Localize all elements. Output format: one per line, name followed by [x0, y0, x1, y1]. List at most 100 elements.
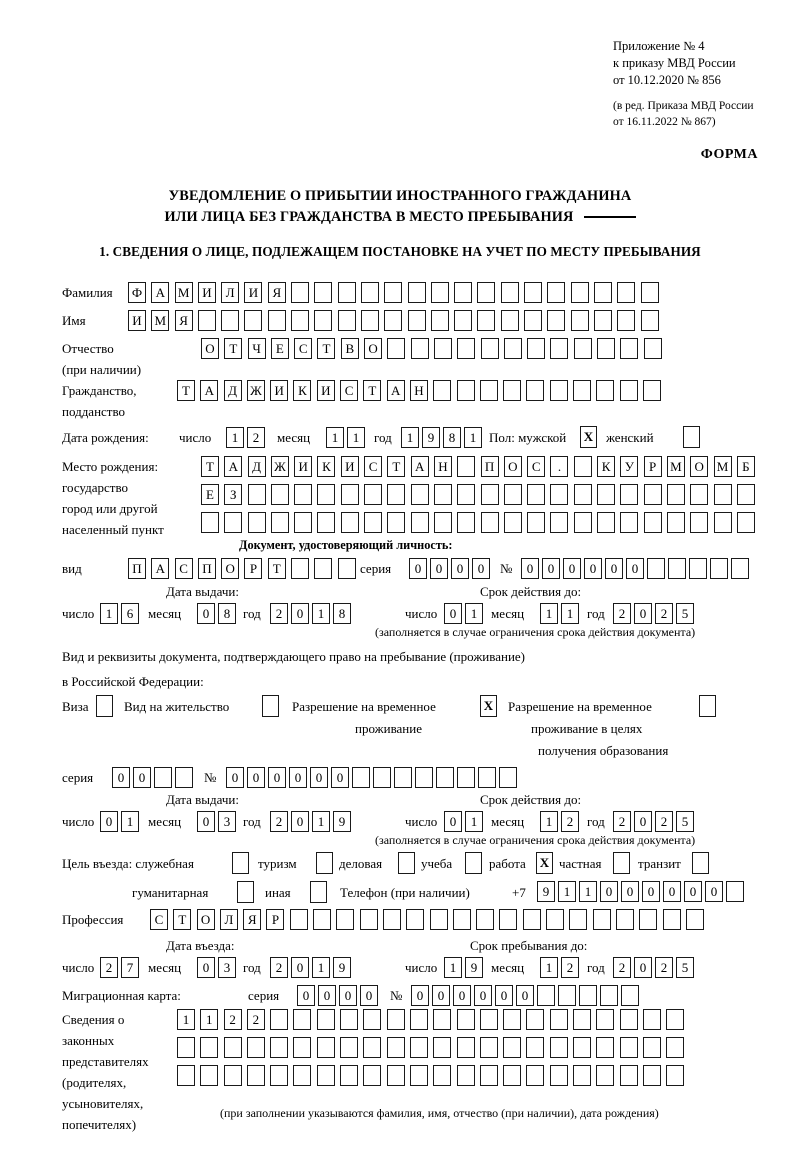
char-box[interactable] — [177, 1037, 195, 1058]
char-box[interactable] — [317, 512, 336, 533]
char-box[interactable]: 1 — [312, 603, 330, 624]
char-box[interactable] — [430, 282, 449, 303]
char-box[interactable] — [573, 484, 592, 505]
char-box[interactable]: 0 — [226, 767, 244, 788]
char-box[interactable]: 8 — [218, 603, 236, 624]
char-box[interactable]: Т — [317, 338, 336, 359]
char-box[interactable]: 9 — [537, 881, 555, 902]
purpose-humanitarian-checkbox[interactable] — [237, 881, 254, 903]
char-box[interactable]: 1 — [558, 881, 576, 902]
char-box[interactable]: П — [197, 558, 216, 579]
char-box[interactable]: П — [128, 558, 146, 579]
char-box[interactable]: А — [224, 456, 243, 477]
char-box[interactable] — [642, 1009, 661, 1030]
purpose-work-checkbox[interactable]: X — [536, 852, 553, 874]
char-box[interactable]: 0 — [663, 881, 681, 902]
char-box[interactable]: Т — [173, 909, 192, 930]
char-box[interactable]: Л — [221, 282, 240, 303]
char-box[interactable]: 0 — [318, 985, 336, 1006]
purpose-business-checkbox[interactable] — [398, 852, 415, 874]
char-box[interactable]: К — [293, 380, 312, 401]
char-box[interactable]: У — [620, 456, 639, 477]
char-box[interactable]: М — [713, 456, 732, 477]
char-box[interactable] — [433, 380, 452, 401]
char-box[interactable] — [201, 512, 219, 533]
char-box[interactable]: Р — [266, 909, 285, 930]
char-box[interactable] — [457, 338, 476, 359]
char-box[interactable]: 2 — [655, 603, 673, 624]
char-box[interactable]: О — [503, 456, 522, 477]
char-box[interactable] — [363, 1009, 382, 1030]
char-box[interactable] — [713, 512, 732, 533]
char-box[interactable]: 0 — [331, 767, 349, 788]
char-box[interactable] — [410, 338, 429, 359]
char-box[interactable] — [579, 985, 597, 1006]
char-box[interactable] — [291, 558, 310, 579]
char-box[interactable] — [503, 512, 522, 533]
char-box[interactable] — [386, 1037, 405, 1058]
char-box[interactable]: О — [201, 338, 219, 359]
char-box[interactable] — [293, 1037, 312, 1058]
char-box[interactable] — [549, 380, 568, 401]
char-box[interactable] — [246, 1065, 265, 1086]
char-box[interactable] — [573, 380, 592, 401]
char-box[interactable]: К — [597, 456, 616, 477]
char-box[interactable] — [456, 1009, 475, 1030]
char-box[interactable] — [647, 558, 665, 579]
char-box[interactable] — [526, 1065, 545, 1086]
char-box[interactable] — [621, 985, 639, 1006]
char-box[interactable] — [537, 985, 555, 1006]
char-box[interactable] — [499, 909, 518, 930]
char-box[interactable]: А — [151, 282, 170, 303]
char-box[interactable] — [503, 484, 522, 505]
char-box[interactable] — [503, 1009, 522, 1030]
char-box[interactable] — [479, 380, 498, 401]
char-box[interactable]: Т — [201, 456, 219, 477]
char-box[interactable] — [480, 338, 499, 359]
char-box[interactable]: Ж — [246, 380, 265, 401]
char-box[interactable] — [454, 310, 473, 331]
char-box[interactable]: 2 — [613, 811, 631, 832]
char-box[interactable] — [457, 512, 476, 533]
char-box[interactable] — [526, 1009, 545, 1030]
char-box[interactable] — [503, 380, 522, 401]
char-box[interactable] — [456, 380, 475, 401]
char-box[interactable] — [337, 310, 356, 331]
char-box[interactable] — [430, 310, 449, 331]
char-box[interactable] — [666, 1009, 685, 1030]
char-box[interactable] — [457, 767, 475, 788]
char-box[interactable]: 2 — [270, 603, 288, 624]
char-box[interactable]: З — [224, 484, 243, 505]
char-box[interactable]: И — [197, 282, 216, 303]
char-box[interactable] — [640, 282, 659, 303]
char-box[interactable] — [352, 767, 370, 788]
char-box[interactable]: 1 — [326, 427, 344, 448]
char-box[interactable] — [270, 484, 289, 505]
char-box[interactable] — [340, 1065, 359, 1086]
char-box[interactable] — [620, 512, 639, 533]
char-box[interactable]: И — [294, 456, 313, 477]
char-box[interactable]: А — [410, 456, 429, 477]
char-box[interactable] — [433, 1065, 452, 1086]
char-box[interactable]: С — [294, 338, 313, 359]
char-box[interactable]: 0 — [563, 558, 581, 579]
char-box[interactable]: 1 — [540, 603, 558, 624]
char-box[interactable] — [547, 282, 566, 303]
char-box[interactable] — [200, 1065, 219, 1086]
char-box[interactable] — [407, 310, 426, 331]
char-box[interactable] — [526, 380, 545, 401]
char-box[interactable] — [387, 512, 406, 533]
char-box[interactable]: 1 — [312, 957, 330, 978]
char-box[interactable]: 1 — [465, 603, 483, 624]
